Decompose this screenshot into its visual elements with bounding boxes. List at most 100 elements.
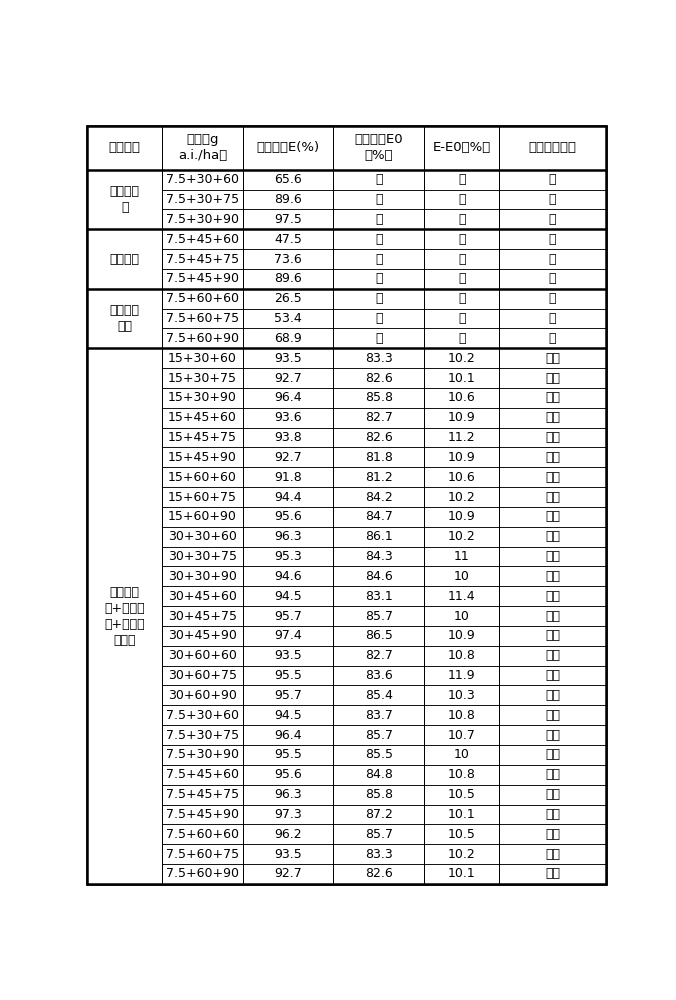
Bar <box>243 745 333 765</box>
Text: 10.2: 10.2 <box>448 352 476 365</box>
Text: 26.5: 26.5 <box>274 292 302 305</box>
Text: －: － <box>458 272 466 285</box>
Text: 增效: 增效 <box>545 848 560 861</box>
Text: －: － <box>375 312 383 325</box>
Text: 97.4: 97.4 <box>274 629 302 642</box>
Bar <box>333 666 425 685</box>
Text: 增效: 增效 <box>545 391 560 404</box>
Text: 增效: 增效 <box>545 729 560 742</box>
Bar <box>425 289 500 309</box>
Bar <box>243 467 333 487</box>
Text: 95.7: 95.7 <box>274 610 302 623</box>
Bar <box>425 229 500 249</box>
Bar <box>333 190 425 209</box>
Text: 93.8: 93.8 <box>274 431 302 444</box>
Bar <box>162 269 243 289</box>
Text: 实测防效E(%): 实测防效E(%) <box>256 141 320 154</box>
Text: 30+30+90: 30+30+90 <box>168 570 237 583</box>
Bar <box>243 606 333 626</box>
Text: 85.4: 85.4 <box>365 689 393 702</box>
Bar <box>243 126 333 170</box>
Text: －: － <box>549 292 556 305</box>
Text: －: － <box>375 173 383 186</box>
Bar <box>333 408 425 428</box>
Text: 7.5+60+90: 7.5+60+90 <box>166 332 239 345</box>
Bar <box>500 269 606 289</box>
Bar <box>333 269 425 289</box>
Text: 10.2: 10.2 <box>448 530 476 543</box>
Text: 10.9: 10.9 <box>448 510 476 523</box>
Bar <box>425 606 500 626</box>
Text: －: － <box>458 332 466 345</box>
Text: 95.7: 95.7 <box>274 689 302 702</box>
Bar <box>425 805 500 824</box>
Text: 7.5+30+60: 7.5+30+60 <box>166 173 239 186</box>
Bar <box>333 705 425 725</box>
Text: 82.7: 82.7 <box>365 411 393 424</box>
Text: 11.4: 11.4 <box>448 590 476 603</box>
Bar <box>162 229 243 249</box>
Bar <box>162 527 243 547</box>
Text: 11: 11 <box>454 550 470 563</box>
Bar <box>243 705 333 725</box>
Text: 10.8: 10.8 <box>448 768 476 781</box>
Text: 7.5+60+90: 7.5+60+90 <box>166 867 239 880</box>
Bar <box>162 864 243 884</box>
Bar <box>243 566 333 586</box>
Text: 7.5+30+90: 7.5+30+90 <box>166 213 239 226</box>
Text: 30+60+75: 30+60+75 <box>168 669 237 682</box>
Bar <box>243 824 333 844</box>
Bar <box>500 408 606 428</box>
Text: 增效: 增效 <box>545 768 560 781</box>
Bar <box>500 666 606 685</box>
Text: 85.8: 85.8 <box>365 788 393 801</box>
Bar <box>162 566 243 586</box>
Bar <box>425 765 500 785</box>
Bar <box>162 606 243 626</box>
Text: 烟嘧磺隆: 烟嘧磺隆 <box>110 253 140 266</box>
Bar <box>162 348 243 368</box>
Bar <box>243 626 333 646</box>
Text: 83.6: 83.6 <box>365 669 393 682</box>
Bar <box>425 666 500 685</box>
Text: －: － <box>375 272 383 285</box>
Text: 7.5+30+60: 7.5+30+60 <box>166 709 239 722</box>
Text: 65.6: 65.6 <box>274 173 302 186</box>
Text: 7.5+45+60: 7.5+45+60 <box>166 768 239 781</box>
Bar <box>425 388 500 408</box>
Bar <box>333 606 425 626</box>
Text: 82.6: 82.6 <box>365 867 393 880</box>
Bar <box>87 229 162 289</box>
Text: 83.7: 83.7 <box>365 709 393 722</box>
Text: 93.5: 93.5 <box>274 352 302 365</box>
Text: －: － <box>375 193 383 206</box>
Text: 增效: 增效 <box>545 590 560 603</box>
Bar <box>162 328 243 348</box>
Text: 10.9: 10.9 <box>448 411 476 424</box>
Text: 10: 10 <box>454 610 470 623</box>
Text: 7.5+30+75: 7.5+30+75 <box>166 729 239 742</box>
Text: －: － <box>375 253 383 266</box>
Text: 剂量（g
a.i./ha）: 剂量（g a.i./ha） <box>178 133 227 162</box>
Bar <box>243 805 333 824</box>
Bar <box>243 844 333 864</box>
Bar <box>333 368 425 388</box>
Bar <box>425 269 500 289</box>
Text: －: － <box>549 312 556 325</box>
Bar <box>500 606 606 626</box>
Text: 7.5+30+75: 7.5+30+75 <box>166 193 239 206</box>
Bar <box>333 527 425 547</box>
Text: 10.2: 10.2 <box>448 848 476 861</box>
Text: 10: 10 <box>454 570 470 583</box>
Text: 15+45+90: 15+45+90 <box>168 451 237 464</box>
Bar <box>500 467 606 487</box>
Bar <box>425 170 500 190</box>
Text: 增效: 增效 <box>545 352 560 365</box>
Text: 10.5: 10.5 <box>448 788 476 801</box>
Bar <box>333 209 425 229</box>
Bar <box>243 487 333 507</box>
Text: 11.2: 11.2 <box>448 431 476 444</box>
Text: 15+30+60: 15+30+60 <box>168 352 237 365</box>
Bar <box>500 507 606 527</box>
Text: 95.3: 95.3 <box>274 550 302 563</box>
